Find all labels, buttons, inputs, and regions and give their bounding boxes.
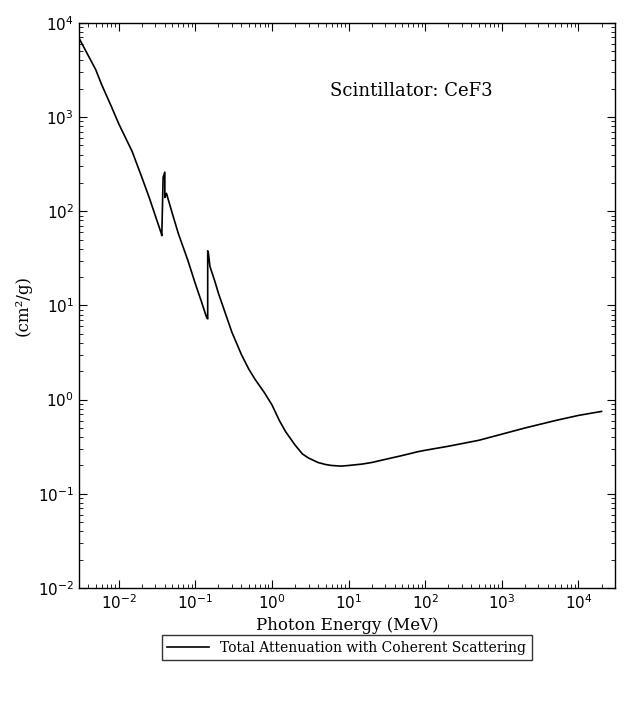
Y-axis label: (cm²/g): (cm²/g) <box>15 275 32 336</box>
Legend: Total Attenuation with Coherent Scattering: Total Attenuation with Coherent Scatteri… <box>162 635 532 660</box>
Text: Scintillator: CeF3: Scintillator: CeF3 <box>330 82 493 99</box>
X-axis label: Photon Energy (MeV): Photon Energy (MeV) <box>256 617 438 634</box>
